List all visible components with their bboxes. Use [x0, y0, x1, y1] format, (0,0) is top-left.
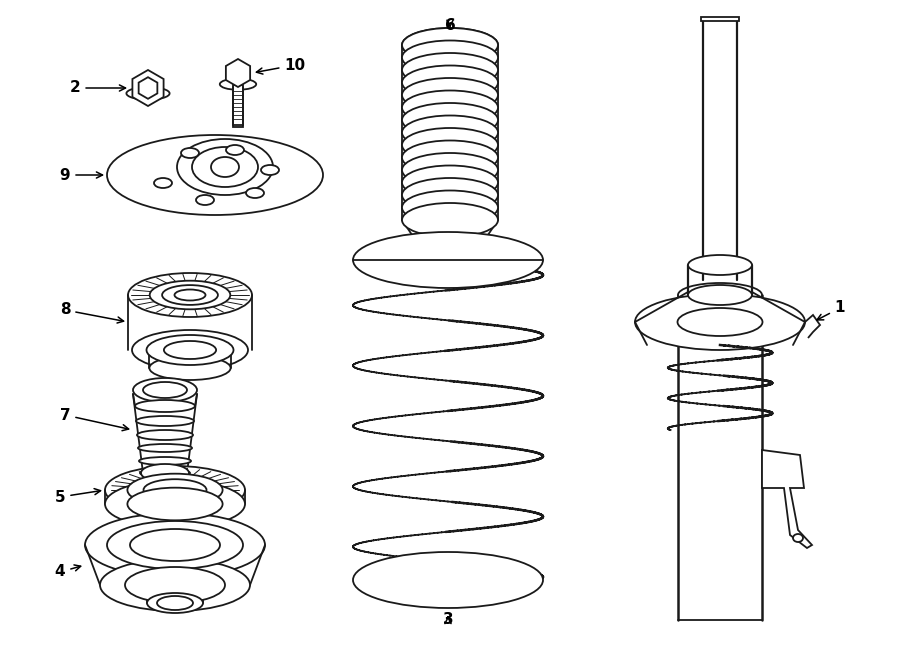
Text: 6: 6 — [445, 17, 455, 32]
Text: 3: 3 — [443, 613, 454, 627]
Polygon shape — [762, 450, 812, 548]
Ellipse shape — [635, 294, 805, 350]
Ellipse shape — [688, 285, 752, 305]
Ellipse shape — [678, 308, 762, 336]
Ellipse shape — [402, 203, 498, 237]
Ellipse shape — [192, 147, 258, 187]
Ellipse shape — [402, 116, 498, 149]
Ellipse shape — [138, 444, 192, 452]
Ellipse shape — [135, 400, 195, 412]
Ellipse shape — [128, 474, 222, 506]
Bar — [701, 17, 739, 21]
Ellipse shape — [402, 28, 498, 62]
Ellipse shape — [402, 178, 498, 212]
Bar — [233, 85, 243, 127]
Ellipse shape — [147, 593, 203, 613]
Text: 4: 4 — [55, 564, 81, 580]
Ellipse shape — [402, 40, 498, 75]
Text: 9: 9 — [59, 167, 103, 182]
Ellipse shape — [141, 464, 189, 482]
Ellipse shape — [353, 232, 543, 288]
Ellipse shape — [128, 488, 222, 520]
Ellipse shape — [132, 330, 248, 370]
Ellipse shape — [226, 145, 244, 155]
Ellipse shape — [139, 457, 191, 465]
Ellipse shape — [402, 165, 498, 200]
Ellipse shape — [353, 552, 543, 608]
Ellipse shape — [107, 521, 243, 569]
Ellipse shape — [181, 148, 199, 158]
Ellipse shape — [211, 157, 239, 177]
Ellipse shape — [402, 141, 498, 175]
Ellipse shape — [149, 356, 230, 380]
Ellipse shape — [147, 335, 233, 365]
Ellipse shape — [688, 255, 752, 275]
Ellipse shape — [105, 466, 245, 514]
Ellipse shape — [678, 283, 762, 307]
Ellipse shape — [149, 281, 230, 309]
Text: 1: 1 — [817, 301, 845, 320]
Text: 2: 2 — [69, 81, 125, 95]
Ellipse shape — [246, 188, 264, 198]
Ellipse shape — [154, 178, 172, 188]
Ellipse shape — [175, 290, 205, 301]
Ellipse shape — [157, 596, 193, 610]
Ellipse shape — [402, 103, 498, 137]
Ellipse shape — [143, 382, 187, 398]
Ellipse shape — [402, 78, 498, 112]
Ellipse shape — [402, 91, 498, 124]
Ellipse shape — [140, 469, 190, 477]
Ellipse shape — [220, 79, 256, 90]
Ellipse shape — [126, 87, 169, 100]
Ellipse shape — [105, 480, 245, 528]
Text: 7: 7 — [59, 407, 129, 431]
Ellipse shape — [162, 285, 218, 305]
Ellipse shape — [177, 139, 273, 195]
Ellipse shape — [133, 378, 197, 402]
Ellipse shape — [261, 165, 279, 175]
Text: 8: 8 — [59, 303, 123, 323]
Text: 10: 10 — [256, 58, 306, 74]
Ellipse shape — [143, 479, 206, 501]
Ellipse shape — [402, 190, 498, 225]
Ellipse shape — [402, 65, 498, 100]
Ellipse shape — [130, 529, 220, 561]
Ellipse shape — [85, 513, 265, 577]
Ellipse shape — [136, 416, 194, 426]
Ellipse shape — [125, 567, 225, 603]
Ellipse shape — [164, 341, 216, 359]
Text: 5: 5 — [55, 488, 101, 504]
Ellipse shape — [107, 135, 323, 215]
Ellipse shape — [196, 195, 214, 205]
Ellipse shape — [402, 153, 498, 187]
Ellipse shape — [793, 534, 803, 542]
Polygon shape — [226, 59, 250, 87]
Ellipse shape — [402, 128, 498, 162]
Ellipse shape — [402, 28, 498, 62]
Ellipse shape — [418, 234, 482, 256]
Ellipse shape — [128, 273, 252, 317]
Polygon shape — [132, 70, 164, 106]
Ellipse shape — [402, 53, 498, 87]
Ellipse shape — [100, 559, 250, 611]
Ellipse shape — [137, 430, 193, 440]
